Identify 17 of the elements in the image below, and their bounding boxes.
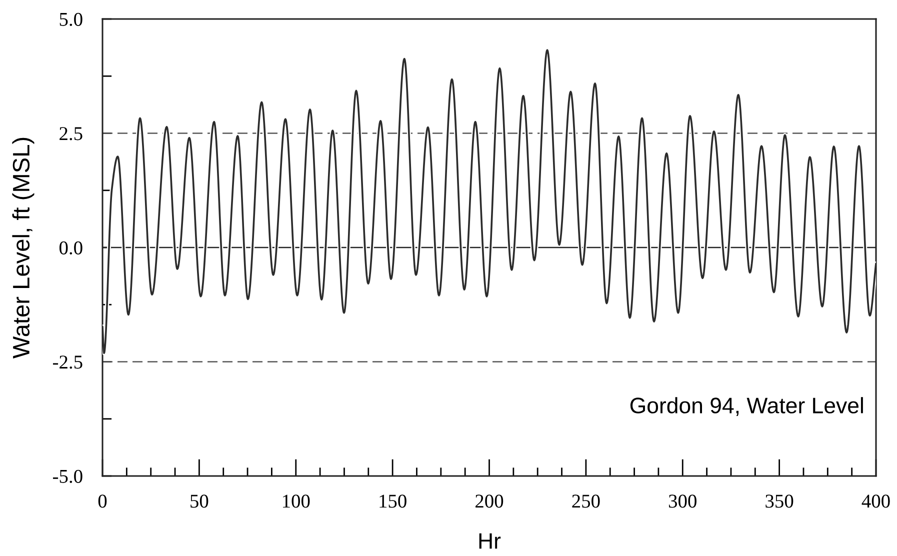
y-axis-title: Water Level, ft (MSL) xyxy=(12,138,34,358)
x-tick-label: 250 xyxy=(572,494,600,508)
x-tick-label: 300 xyxy=(668,494,696,508)
x-axis-title: Hr xyxy=(479,533,501,549)
x-tick-label: 350 xyxy=(766,494,794,508)
y-tick-label: -2.5 xyxy=(53,356,82,369)
y-tick-label: 5.0 xyxy=(60,12,82,26)
y-tick-label: 0.0 xyxy=(59,241,82,255)
x-tick-label: 150 xyxy=(380,494,406,508)
y-tick-label: 2.5 xyxy=(60,127,82,140)
x-tick-label: 100 xyxy=(283,494,310,508)
y-tick-label: -5.0 xyxy=(53,470,82,484)
annotation: Gordon 94, Water Level xyxy=(630,397,863,416)
x-tick-label: 0 xyxy=(98,494,107,508)
x-tick-label: 400 xyxy=(862,494,890,508)
x-tick-label: 200 xyxy=(476,494,504,508)
x-tick-label: 50 xyxy=(190,494,208,508)
